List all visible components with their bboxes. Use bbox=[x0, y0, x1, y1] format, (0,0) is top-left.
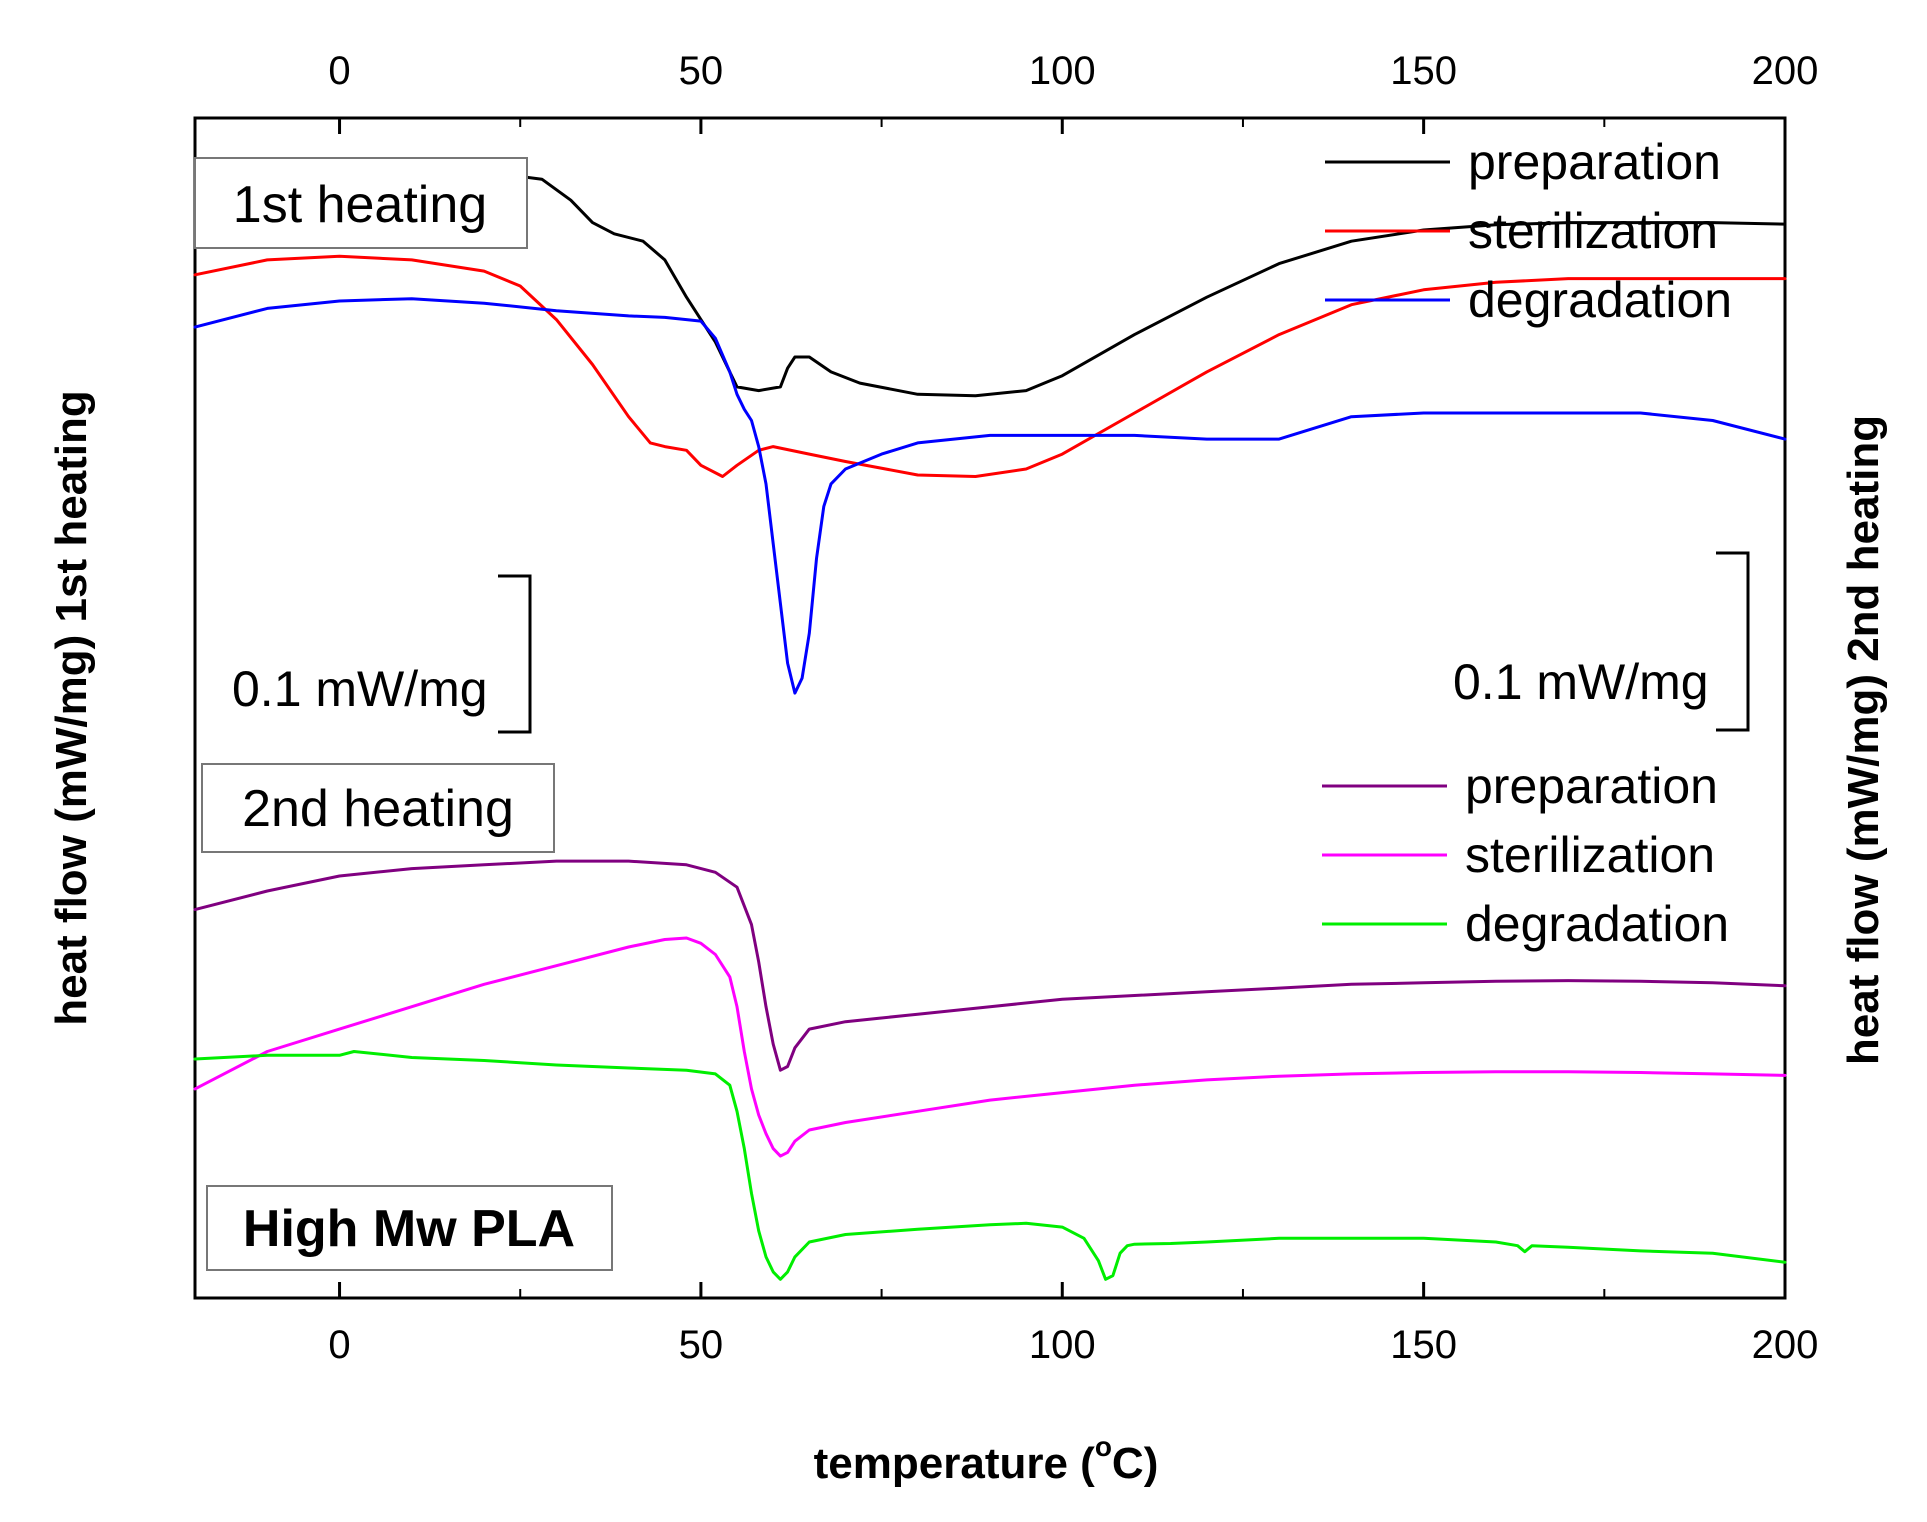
panel-label-first-text: 1st heating bbox=[233, 176, 487, 234]
scale-bar-first: 0.1 mW/mg bbox=[232, 574, 532, 734]
scale-bar-first-bracket bbox=[498, 574, 532, 734]
x-tick-label-top: 50 bbox=[679, 49, 724, 93]
legend-label-second-sterilization: sterilization bbox=[1465, 827, 1715, 883]
legend-label-first-degradation: degradation bbox=[1468, 272, 1732, 328]
x-tick-label-bottom: 0 bbox=[328, 1323, 350, 1367]
legend-label-second-degradation: degradation bbox=[1465, 896, 1729, 952]
legend-label-first-preparation: preparation bbox=[1468, 134, 1721, 190]
legend-label-first-sterilization: sterilization bbox=[1468, 203, 1718, 259]
scale-bar-first-label: 0.1 mW/mg bbox=[232, 661, 488, 717]
x-tick-label-top: 100 bbox=[1029, 49, 1096, 93]
x-tick-label-top: 0 bbox=[328, 49, 350, 93]
y-axis-title-right: heat flow (mW/mg) 2nd heating bbox=[1839, 415, 1888, 1065]
series-layer bbox=[193, 168, 1787, 1281]
panel-label-sample-text: High Mw PLA bbox=[243, 1200, 575, 1258]
series-line-second-heating-preparation bbox=[193, 859, 1787, 1072]
series-line-second-heating-degradation bbox=[193, 1050, 1787, 1281]
panel-label-second: 2nd heating bbox=[201, 763, 555, 853]
panel-label-sample: High Mw PLA bbox=[206, 1185, 613, 1271]
x-tick-label-bottom: 50 bbox=[679, 1323, 724, 1367]
panel-label-first-box bbox=[194, 157, 528, 249]
x-tick-label-top: 200 bbox=[1752, 49, 1819, 93]
x-axis-title: temperature (oC) bbox=[814, 1431, 1159, 1488]
panel-label-second-box bbox=[201, 763, 555, 853]
legend-label-second-preparation: preparation bbox=[1465, 758, 1718, 814]
x-tick-label-top: 150 bbox=[1390, 49, 1457, 93]
series-line-first-heating-preparation bbox=[193, 168, 1787, 398]
x-axis-title-main: temperature ( bbox=[814, 1439, 1096, 1488]
legend-layer: preparation sterilization degradation prepa… bbox=[1322, 134, 1732, 952]
panel-label-sample-box bbox=[206, 1185, 613, 1271]
panel-label-second-text: 2nd heating bbox=[242, 780, 514, 838]
tick-layer: 0 0 50 50 100 100 150 150 200 200 bbox=[328, 49, 1818, 1367]
x-axis-title-degree: o bbox=[1095, 1431, 1112, 1462]
x-tick-label-bottom: 100 bbox=[1029, 1323, 1096, 1367]
x-tick-label-bottom: 150 bbox=[1390, 1323, 1457, 1367]
plot-frame bbox=[193, 116, 1787, 1300]
panel-label-first: 1st heating bbox=[194, 157, 528, 249]
series-line-first-heating-degradation bbox=[193, 297, 1787, 695]
series-line-first-heating-sterilization bbox=[193, 254, 1787, 478]
x-axis-title-unit: C) bbox=[1112, 1439, 1158, 1488]
scale-bar-second-bracket bbox=[1716, 551, 1750, 732]
scale-bar-second-label: 0.1 mW/mg bbox=[1453, 654, 1709, 710]
x-tick-label-bottom: 200 bbox=[1752, 1323, 1819, 1367]
y-axis-title-left: heat flow (mW/mg) 1st heating bbox=[47, 390, 96, 1026]
series-line-second-heating-sterilization bbox=[193, 936, 1787, 1158]
scale-bar-second: 0.1 mW/mg bbox=[1453, 551, 1750, 732]
